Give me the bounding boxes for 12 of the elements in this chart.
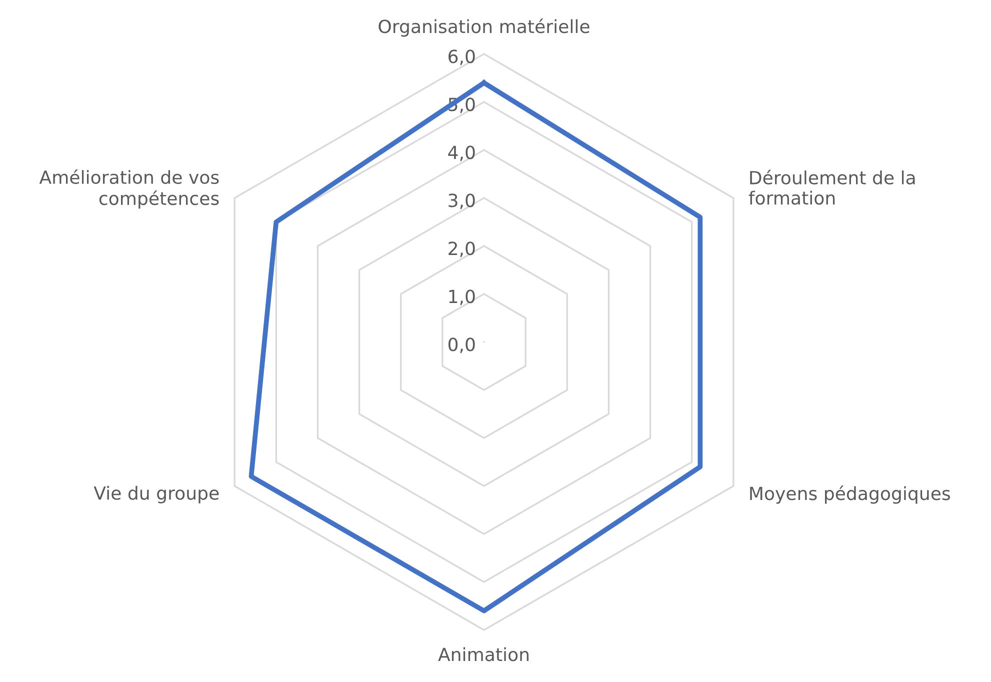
spoke-label: Animation <box>438 647 528 662</box>
spoke-label: Vie du groupe <box>94 486 219 504</box>
spoke-label: Moyens pédagogiques <box>750 486 950 504</box>
y-tick-label: 6,0 <box>448 50 475 66</box>
y-tick-label: 0,0 <box>448 338 475 354</box>
y-tick-label: 1,0 <box>449 290 475 306</box>
spoke-label: Organisation matérielle <box>378 18 590 37</box>
y-tick-label: 4,0 <box>448 146 475 162</box>
y-tick-label: 3,0 <box>448 194 475 210</box>
y-tick-label: 2,0 <box>448 242 475 258</box>
spoke-label: Déroulement de la formation <box>748 170 915 205</box>
spoke-label: Amélioration de vos compétences <box>39 169 219 209</box>
